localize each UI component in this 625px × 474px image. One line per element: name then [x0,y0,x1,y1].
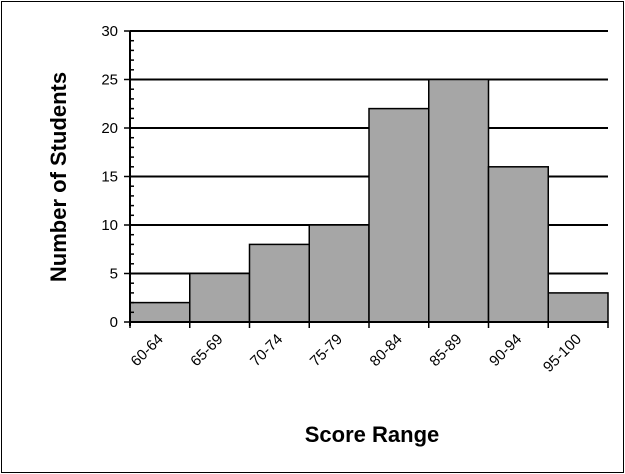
bar-90-94 [487,166,549,323]
y-tick-label: 20 [101,120,118,137]
x-tick-label: 60-64 [128,331,167,370]
x-tick-label: 80-84 [367,331,406,370]
bar-70-74 [248,243,310,323]
bar-65-69 [189,272,251,323]
x-tick-label: 90-94 [486,331,525,370]
x-tick-label: 65-69 [187,331,226,370]
y-tick-label: 10 [101,217,118,234]
bars [129,78,609,323]
y-tick-label: 15 [101,169,118,186]
y-tick-label: 25 [101,72,118,89]
x-tick-label: 75-79 [307,331,346,370]
y-tick-label: 30 [101,23,118,40]
bar-95-100 [547,292,609,323]
y-tick-label: 0 [110,314,118,331]
bar-60-64 [129,301,191,323]
bar-75-79 [308,224,370,323]
axes [124,30,609,328]
x-tick-label: 85-89 [426,331,465,370]
y-tick-label: 5 [110,266,118,283]
x-axis-title: Score Range [305,422,440,447]
y-axis-title: Number of Students [46,72,71,282]
y-tick-labels: 0 5 10 15 20 25 30 [101,23,118,331]
x-tick-labels: 60-64 65-69 70-74 75-79 80-84 85-89 90-94 95-10… [128,331,585,376]
x-tick-label: 70-74 [247,331,286,370]
bar-85-89 [428,78,490,323]
bar-80-84 [368,107,430,323]
x-tick-label: 95-100 [540,331,585,376]
